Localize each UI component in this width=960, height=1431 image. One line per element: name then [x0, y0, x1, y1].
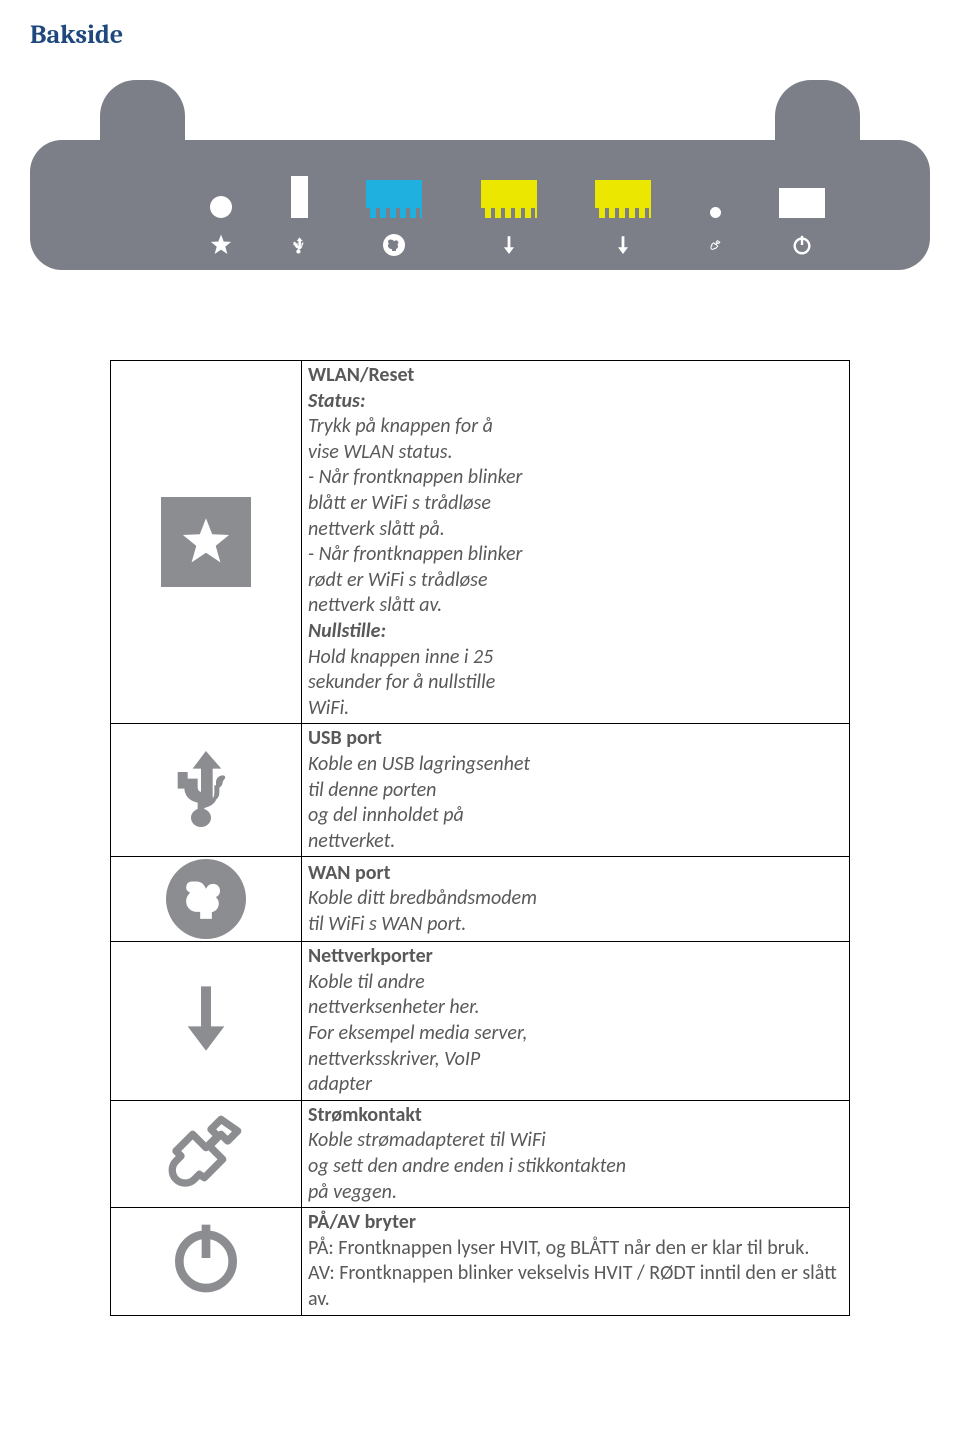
row-icon-power: [111, 1208, 302, 1315]
row-icon-star-badge: [111, 361, 302, 724]
lan1-port: [481, 180, 537, 218]
router-back-diagram: [30, 80, 930, 270]
row-text: NettverkporterKoble til andrenettverksen…: [302, 942, 850, 1101]
power-switch: [779, 188, 825, 218]
row-icon-usb: [111, 724, 302, 857]
power-icon: [779, 234, 825, 256]
usb-icon: [291, 234, 308, 256]
arrow-down-icon: [481, 234, 537, 256]
page-title: Bakside: [30, 20, 930, 50]
wan-port: [366, 180, 422, 218]
plug-icon: [710, 234, 721, 256]
power-jack: [710, 207, 721, 218]
row-text: WAN portKoble ditt bredbåndsmodemtil WiF…: [302, 857, 850, 942]
arrow-down-icon: [595, 234, 651, 256]
star-icon: [210, 234, 232, 256]
row-text: WLAN/ResetStatus:Trykk på knappen for åv…: [302, 361, 850, 724]
row-text: PÅ/AV bryterPÅ: Frontknappen lyser HVIT,…: [302, 1208, 850, 1315]
description-table: WLAN/ResetStatus:Trykk på knappen for åv…: [110, 360, 850, 1316]
row-icon-arrow-down: [111, 942, 302, 1101]
usb-port: [291, 176, 308, 218]
globe-icon: [366, 234, 422, 256]
lan2-port: [595, 180, 651, 218]
row-text: USB portKoble en USB lagringsenhettil de…: [302, 724, 850, 857]
row-icon-globe-badge: [111, 857, 302, 942]
row-icon-plug: [111, 1100, 302, 1207]
row-text: StrømkontaktKoble strømadapteret til WiF…: [302, 1100, 850, 1207]
wlan-reset-btn: [210, 196, 232, 218]
